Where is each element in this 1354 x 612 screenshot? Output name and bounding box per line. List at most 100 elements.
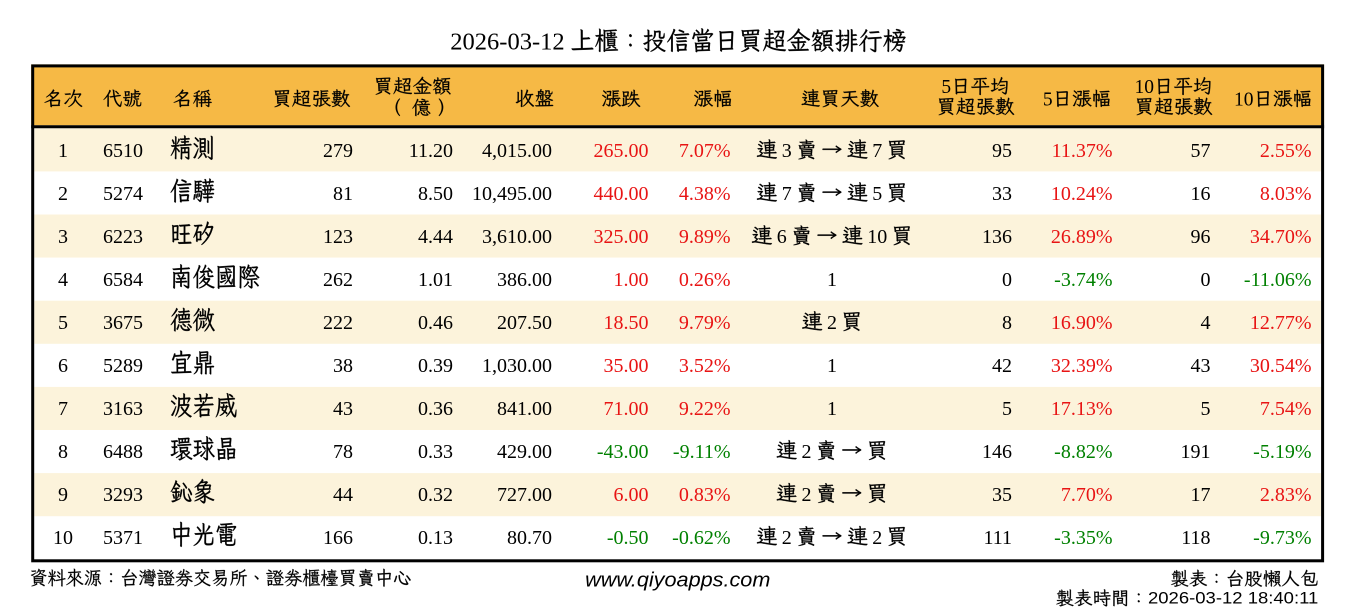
svg-text:-0.50: -0.50 <box>607 527 649 549</box>
svg-text:3: 3 <box>782 140 792 162</box>
svg-text:5: 5 <box>1002 398 1012 420</box>
svg-text:0: 0 <box>1002 269 1012 291</box>
svg-text:5: 5 <box>1043 89 1053 110</box>
svg-text:9.22%: 9.22% <box>679 398 731 420</box>
svg-text:10: 10 <box>1234 89 1254 110</box>
svg-text:2: 2 <box>827 312 837 334</box>
svg-text:-3.74%: -3.74% <box>1054 269 1112 291</box>
svg-text:5289: 5289 <box>103 355 143 377</box>
svg-text:6223: 6223 <box>103 226 143 248</box>
svg-text:0.32: 0.32 <box>418 484 453 506</box>
svg-text:5: 5 <box>872 183 882 205</box>
svg-text:57: 57 <box>1191 140 1211 162</box>
svg-text:3675: 3675 <box>103 312 143 334</box>
svg-text:17: 17 <box>1191 484 1211 506</box>
svg-text:8.03%: 8.03% <box>1260 183 1312 205</box>
svg-text:191: 191 <box>1181 441 1211 463</box>
svg-text:6488: 6488 <box>103 441 143 463</box>
svg-text:1: 1 <box>827 355 837 377</box>
svg-text:7: 7 <box>58 398 68 420</box>
svg-text:2: 2 <box>802 484 812 506</box>
svg-text:2: 2 <box>872 527 882 549</box>
svg-text:4: 4 <box>1201 312 1211 334</box>
svg-text:1: 1 <box>58 140 68 162</box>
svg-text:1.00: 1.00 <box>614 269 649 291</box>
svg-text:2026-03-12 18:40:11: 2026-03-12 18:40:11 <box>1148 589 1318 608</box>
svg-text:78: 78 <box>333 441 353 463</box>
svg-text:-3.35%: -3.35% <box>1054 527 1112 549</box>
svg-text:-11.06%: -11.06% <box>1244 269 1312 291</box>
svg-text:6: 6 <box>58 355 68 377</box>
svg-text:3293: 3293 <box>103 484 143 506</box>
svg-text:6584: 6584 <box>103 269 143 291</box>
svg-text:10: 10 <box>867 226 887 248</box>
svg-text:35: 35 <box>992 484 1012 506</box>
svg-text:3: 3 <box>58 226 68 248</box>
svg-text:16: 16 <box>1191 183 1211 205</box>
svg-text:2: 2 <box>802 441 812 463</box>
svg-text:222: 222 <box>323 312 353 334</box>
svg-text:8: 8 <box>1002 312 1012 334</box>
svg-text:3,610.00: 3,610.00 <box>482 226 552 248</box>
svg-text:5: 5 <box>1201 398 1211 420</box>
svg-text:2026-03-12: 2026-03-12 <box>450 29 564 56</box>
svg-text:0.83%: 0.83% <box>679 484 731 506</box>
svg-text:5: 5 <box>58 312 68 334</box>
svg-text:-8.82%: -8.82% <box>1054 441 1112 463</box>
svg-text:www.qiyoapps.com: www.qiyoapps.com <box>585 569 770 592</box>
svg-text:166: 166 <box>323 527 353 549</box>
svg-text:0.33: 0.33 <box>418 441 453 463</box>
svg-text:146: 146 <box>982 441 1012 463</box>
svg-text:44: 44 <box>333 484 353 506</box>
svg-text:71.00: 71.00 <box>604 398 649 420</box>
svg-text:30.54%: 30.54% <box>1250 355 1312 377</box>
svg-text:16.90%: 16.90% <box>1051 312 1113 334</box>
svg-text:1: 1 <box>827 269 837 291</box>
svg-text:136: 136 <box>982 226 1012 248</box>
svg-text:0: 0 <box>1201 269 1211 291</box>
svg-text:8.50: 8.50 <box>418 183 453 205</box>
svg-text:81: 81 <box>333 183 353 205</box>
svg-text:10,495.00: 10,495.00 <box>472 183 552 205</box>
svg-text:9.89%: 9.89% <box>679 226 731 248</box>
svg-text:6: 6 <box>777 226 787 248</box>
svg-text:7.54%: 7.54% <box>1260 398 1312 420</box>
svg-text:2.83%: 2.83% <box>1260 484 1312 506</box>
svg-text:12.77%: 12.77% <box>1250 312 1312 334</box>
svg-text:2.55%: 2.55% <box>1260 140 1312 162</box>
svg-text:429.00: 429.00 <box>497 441 552 463</box>
svg-text:6.00: 6.00 <box>614 484 649 506</box>
svg-text:26.89%: 26.89% <box>1051 226 1113 248</box>
svg-text:262: 262 <box>323 269 353 291</box>
svg-text:123: 123 <box>323 226 353 248</box>
svg-text:2: 2 <box>782 527 792 549</box>
svg-text:10: 10 <box>1135 77 1155 98</box>
svg-text:43: 43 <box>333 398 353 420</box>
svg-text:207.50: 207.50 <box>497 312 552 334</box>
svg-text:7.07%: 7.07% <box>679 140 731 162</box>
svg-text:7: 7 <box>782 183 792 205</box>
svg-text:10.24%: 10.24% <box>1051 183 1113 205</box>
svg-text:95: 95 <box>992 140 1012 162</box>
svg-text:841.00: 841.00 <box>497 398 552 420</box>
svg-text:0.39: 0.39 <box>418 355 453 377</box>
svg-text:-5.19%: -5.19% <box>1253 441 1311 463</box>
svg-text:96: 96 <box>1191 226 1211 248</box>
svg-text:11.20: 11.20 <box>409 140 453 162</box>
svg-text:17.13%: 17.13% <box>1051 398 1113 420</box>
svg-text:9.79%: 9.79% <box>679 312 731 334</box>
svg-text:1: 1 <box>827 398 837 420</box>
svg-text:440.00: 440.00 <box>594 183 649 205</box>
svg-text:6510: 6510 <box>103 140 143 162</box>
svg-text:1,030.00: 1,030.00 <box>482 355 552 377</box>
svg-text:-43.00: -43.00 <box>597 441 649 463</box>
svg-text:4.38%: 4.38% <box>679 183 731 205</box>
svg-text:727.00: 727.00 <box>497 484 552 506</box>
svg-text:33: 33 <box>992 183 1012 205</box>
svg-text:-9.11%: -9.11% <box>673 441 731 463</box>
svg-text:5371: 5371 <box>103 527 143 549</box>
svg-text:0.26%: 0.26% <box>679 269 731 291</box>
svg-text:9: 9 <box>58 484 68 506</box>
svg-text:5274: 5274 <box>103 183 143 205</box>
svg-text:-9.73%: -9.73% <box>1253 527 1311 549</box>
